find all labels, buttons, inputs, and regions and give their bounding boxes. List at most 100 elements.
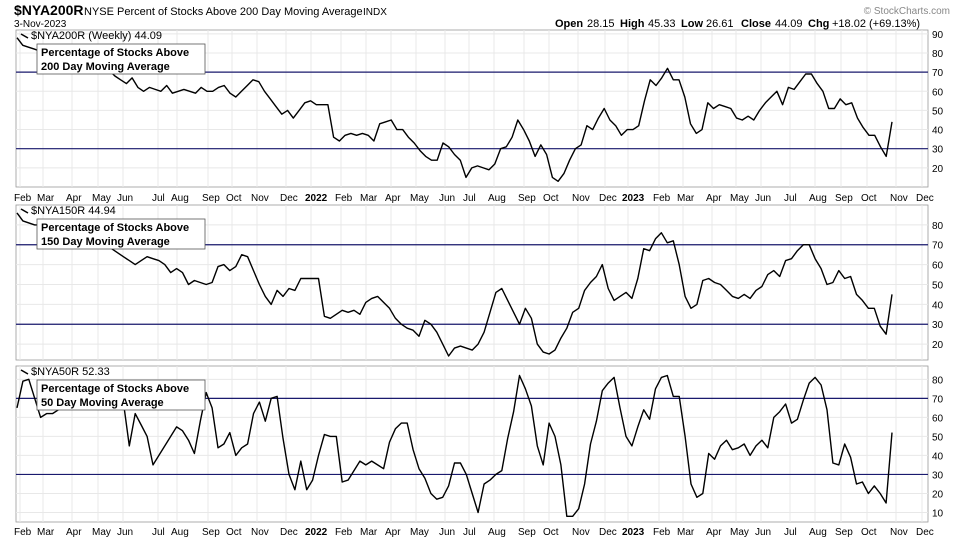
x-tick-label: Mar (360, 527, 378, 538)
x-tick-label: Sep (518, 527, 536, 538)
y-tick-label: 80 (932, 375, 944, 386)
x-tick-label: Oct (543, 527, 559, 538)
x-tick-label: Sep (202, 527, 220, 538)
x-tick-label: Aug (171, 527, 189, 538)
y-tick-label: 30 (932, 470, 944, 481)
high-label: High (620, 18, 645, 30)
x-tick-label: Nov (890, 193, 908, 204)
index-name: NYSE Percent of Stocks Above 200 Day Mov… (84, 6, 363, 18)
y-tick-label: 60 (932, 413, 944, 424)
y-tick-label: 40 (932, 451, 944, 462)
panel-frame (15, 204, 929, 361)
x-tick-label: Mar (677, 527, 695, 538)
series-line (16, 212, 893, 357)
x-tick-label: Oct (861, 193, 877, 204)
legend-line-icon (20, 369, 29, 375)
x-tick-label: Jul (463, 527, 476, 538)
legend-label: $NYA200R (Weekly) 44.09 (31, 30, 162, 42)
y-tick-label: 60 (932, 87, 944, 98)
x-tick-label: Jun (117, 193, 133, 204)
x-tick-label: Jul (784, 193, 797, 204)
x-tick-label: 2022 (305, 193, 328, 204)
x-tick-label: Sep (835, 527, 853, 538)
y-tick-label: 60 (932, 261, 944, 272)
x-tick-label: May (410, 193, 429, 204)
x-tick-label: Jun (755, 193, 771, 204)
index-exchange: INDX (363, 7, 387, 18)
x-tick-label: Jul (463, 193, 476, 204)
x-tick-label: Dec (916, 193, 934, 204)
x-tick-label: Dec (599, 193, 617, 204)
x-tick-label: Dec (280, 527, 298, 538)
y-tick-label: 80 (932, 49, 944, 60)
x-tick-label: Apr (706, 527, 722, 538)
annotation-line-1: Percentage of Stocks Above (41, 47, 189, 59)
annotation-line-2: 50 Day Moving Average (41, 397, 164, 409)
x-tick-label: Sep (835, 193, 853, 204)
x-tick-label: Oct (226, 193, 242, 204)
open-value: 28.15 (587, 18, 615, 30)
x-tick-label: Oct (543, 193, 559, 204)
x-tick-label: Apr (66, 527, 82, 538)
x-tick-label: Apr (66, 193, 82, 204)
x-tick-label: Sep (518, 193, 536, 204)
x-tick-label: 2023 (622, 193, 645, 204)
x-tick-label: Dec (280, 193, 298, 204)
close-value: 44.09 (775, 18, 803, 30)
y-tick-label: 30 (932, 145, 944, 156)
x-tick-label: Nov (251, 527, 269, 538)
legend-label: $NYA150R 44.94 (31, 205, 116, 217)
series-line (16, 37, 893, 183)
watermark: © StockCharts.com (864, 6, 950, 17)
annotation-box (36, 218, 206, 250)
x-tick-label: 2023 (622, 527, 645, 538)
high-value: 45.33 (648, 18, 676, 30)
x-tick-label: May (410, 527, 429, 538)
x-tick-label: Apr (385, 527, 401, 538)
x-tick-label: Mar (360, 193, 378, 204)
y-tick-label: 70 (932, 394, 944, 405)
x-tick-label: Aug (488, 527, 506, 538)
x-tick-label: May (92, 193, 111, 204)
y-tick-label: 70 (932, 68, 944, 79)
annotation-line-2: 150 Day Moving Average (41, 236, 170, 248)
y-tick-label: 40 (932, 300, 944, 311)
x-tick-label: Jun (117, 527, 133, 538)
x-tick-label: Oct (861, 527, 877, 538)
chart-date: 3-Nov-2023 (14, 19, 67, 30)
legend-label: $NYA50R 52.33 (31, 366, 110, 378)
x-tick-label: Feb (14, 527, 32, 538)
x-tick-label: Aug (809, 527, 827, 538)
low-value: 26.61 (706, 18, 734, 30)
annotation-line-1: Percentage of Stocks Above (41, 222, 189, 234)
x-tick-label: Sep (202, 193, 220, 204)
x-tick-label: Feb (653, 527, 671, 538)
x-tick-label: Apr (706, 193, 722, 204)
x-tick-label: Aug (809, 193, 827, 204)
x-tick-label: Mar (37, 527, 55, 538)
y-tick-label: 70 (932, 241, 944, 252)
x-tick-label: May (730, 193, 749, 204)
x-tick-label: Nov (572, 527, 590, 538)
legend-line-icon (20, 33, 29, 39)
open-label: Open (555, 18, 583, 30)
panel-frame (15, 365, 929, 523)
x-tick-label: Aug (488, 193, 506, 204)
chg-label: Chg (808, 18, 829, 30)
y-tick-label: 50 (932, 280, 944, 291)
x-tick-label: Jul (152, 193, 165, 204)
y-tick-label: 20 (932, 340, 944, 351)
x-tick-label: Nov (251, 193, 269, 204)
annotation-box (36, 379, 206, 411)
y-tick-label: 80 (932, 221, 944, 232)
x-tick-label: Oct (226, 527, 242, 538)
x-tick-label: 2022 (305, 527, 328, 538)
series-line (16, 374, 893, 517)
legend-line-icon (20, 208, 29, 214)
panel-frame (15, 29, 929, 188)
x-tick-label: Dec (916, 527, 934, 538)
chg-value: +18.02 (+69.13%) (832, 18, 920, 30)
x-tick-label: Feb (653, 193, 671, 204)
x-tick-label: Mar (37, 193, 55, 204)
